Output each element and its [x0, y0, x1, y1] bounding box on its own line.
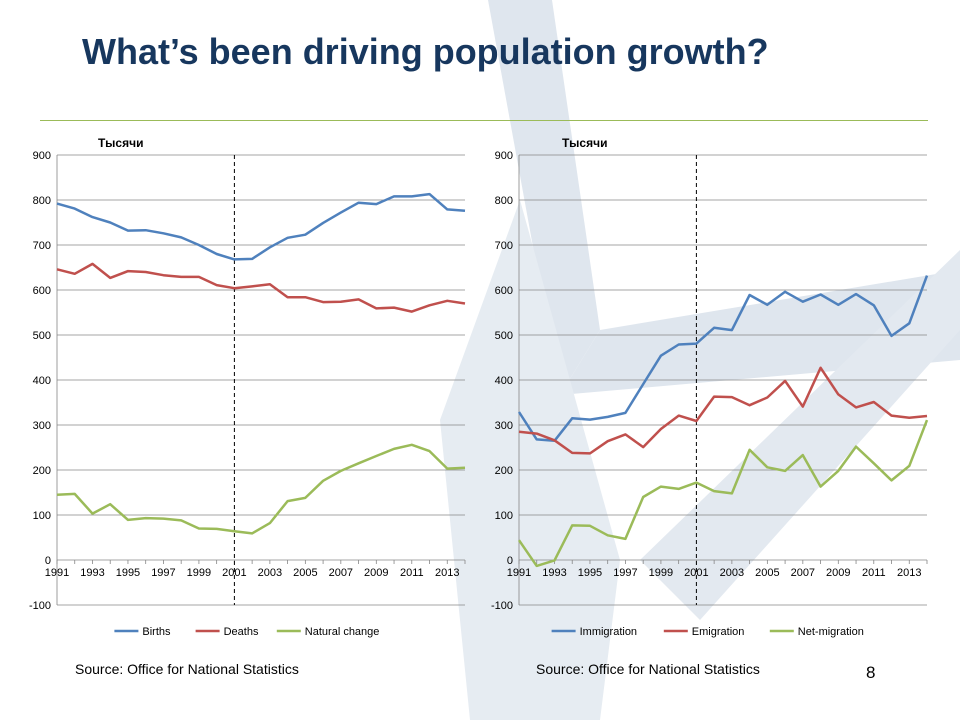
x-tick-label: 2011: [862, 567, 886, 579]
page-number: 8: [866, 663, 876, 682]
x-tick-label: 1991: [507, 567, 531, 579]
y-tick-label: 200: [33, 465, 51, 477]
slide-title: What’s been driving population growth?: [82, 31, 769, 72]
x-tick-label: 1997: [151, 567, 175, 579]
y-tick-label: 100: [33, 510, 51, 522]
x-tick-label: 2005: [293, 567, 317, 579]
x-tick-label: 1991: [45, 567, 69, 579]
y-tick-label: 400: [33, 375, 51, 387]
y-tick-label: 500: [495, 330, 513, 342]
y-tick-label: 300: [33, 420, 51, 432]
y-tick-label: 900: [495, 150, 513, 162]
chart-svg-left: -100 0 100 200 300 400 500 600 700 800 900 1991 1993…: [29, 150, 466, 638]
legend-label: Emigration: [692, 626, 745, 638]
x-tick-label: 1999: [187, 567, 211, 579]
x-tick-label: 2007: [329, 567, 353, 579]
y-tick-label: 0: [45, 555, 51, 567]
unit-label: Тысячи: [98, 136, 144, 150]
series-line-deaths: [56, 262, 466, 313]
y-tick-label: 200: [495, 465, 513, 477]
x-tick-label: 2003: [258, 567, 282, 579]
x-tick-label: 2007: [791, 567, 815, 579]
y-tick-label: 400: [495, 375, 513, 387]
x-tick-label: 2001: [222, 567, 246, 579]
y-tick-label: 500: [33, 330, 51, 342]
legend-label: Births: [142, 626, 171, 638]
y-tick-label: 600: [495, 285, 513, 297]
title-divider: [40, 120, 928, 121]
x-tick-label: 1997: [613, 567, 637, 579]
y-tick-label: 600: [33, 285, 51, 297]
source-note: Source: Office for National Statistics: [75, 661, 299, 677]
y-tick-label: -100: [29, 600, 51, 612]
series-line-net-migration: [517, 419, 929, 568]
x-tick-label: 2003: [720, 567, 744, 579]
series-line-immigration: [517, 275, 929, 443]
x-tick-label: 2009: [826, 567, 850, 579]
x-tick-label: 2013: [435, 567, 459, 579]
series-line-natural-change: [56, 443, 466, 535]
x-tick-label: 1993: [542, 567, 566, 579]
y-tick-label: 300: [495, 420, 513, 432]
migration-chart: -100 0 100 200 300 400 500 600 700 800 900 1991 1993…: [482, 130, 942, 650]
chart-svg-right: -100 0 100 200 300 400 500 600 700 800 900 1991 1993…: [491, 150, 929, 638]
source-note: Source: Office for National Statistics: [536, 661, 760, 677]
series-line-emigration: [518, 366, 928, 455]
y-tick-label: 100: [495, 510, 513, 522]
y-tick-label: -100: [491, 600, 513, 612]
y-tick-label: 800: [495, 195, 513, 207]
x-tick-label: 1999: [649, 567, 673, 579]
legend-label: Net-migration: [798, 626, 864, 638]
y-tick-label: 900: [33, 150, 51, 162]
y-tick-label: 700: [33, 240, 51, 252]
x-tick-label: 1995: [578, 567, 602, 579]
series-line-births: [56, 192, 466, 261]
unit-label: Тысячи: [562, 136, 608, 150]
y-tick-label: 0: [507, 555, 513, 567]
y-tick-label: 800: [33, 195, 51, 207]
x-tick-label: 2011: [400, 567, 424, 579]
x-tick-label: 1993: [80, 567, 104, 579]
legend-label: Natural change: [305, 626, 380, 638]
x-tick-label: 2013: [897, 567, 921, 579]
x-tick-label: 2009: [364, 567, 388, 579]
x-tick-label: 2001: [684, 567, 708, 579]
legend-label: Deaths: [224, 626, 259, 638]
y-tick-label: 700: [495, 240, 513, 252]
x-tick-label: 2005: [755, 567, 779, 579]
x-tick-label: 1995: [116, 567, 140, 579]
natural-change-chart: -100 0 100 200 300 400 500 600 700 800 900 1991 1993…: [20, 130, 480, 650]
legend-label: Immigration: [580, 626, 637, 638]
